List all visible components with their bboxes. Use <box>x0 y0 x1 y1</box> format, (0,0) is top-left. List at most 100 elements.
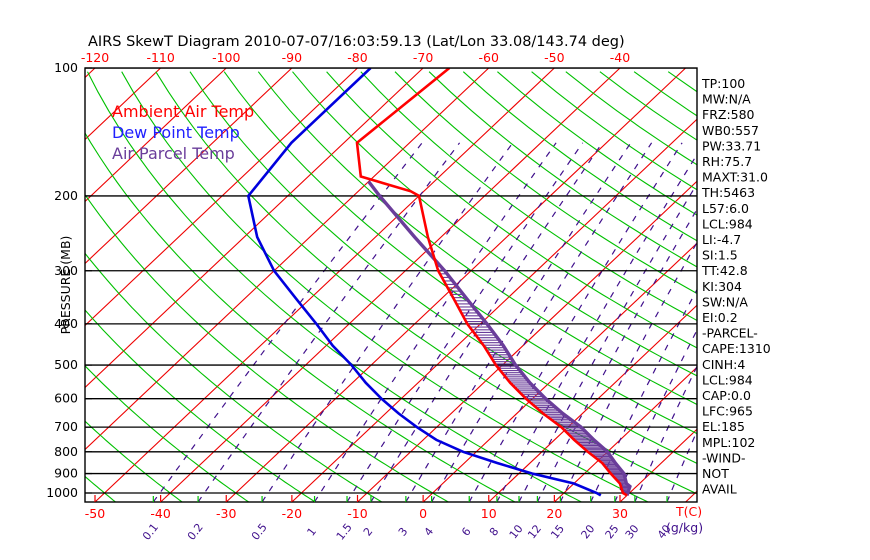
bottom-temp-tick--20: -20 <box>282 506 302 521</box>
dry-adiabat <box>85 309 316 502</box>
bottom-temp-tick--10: -10 <box>347 506 367 521</box>
pressure-tick-700: 700 <box>54 419 78 434</box>
pressure-tick-400: 400 <box>54 316 78 331</box>
stat-item: LCL:984 <box>702 216 753 231</box>
isotherm <box>85 68 358 327</box>
stat-item: EI:0.2 <box>702 310 738 325</box>
stat-item: KI:304 <box>702 279 742 294</box>
stat-item: LI:-4.7 <box>702 232 741 247</box>
stat-item: -PARCEL- <box>702 326 758 341</box>
isotherm <box>422 242 697 502</box>
stat-item: WB0:557 <box>702 123 759 138</box>
dry-adiabat <box>292 71 697 377</box>
top-temp-tick--80: -80 <box>347 50 367 65</box>
top-temp-tick--60: -60 <box>479 50 499 65</box>
dry-adiabat <box>85 132 516 502</box>
legend: Ambient Air Temp Dew Point Temp Air Parc… <box>112 102 254 163</box>
isotherm <box>160 68 621 502</box>
dry-adiabat <box>155 71 697 495</box>
pressure-tick-100: 100 <box>54 60 78 75</box>
dry-adiabat <box>326 71 697 349</box>
bottom-temp-tick--50: -50 <box>85 506 105 521</box>
grid-lines <box>85 68 697 502</box>
dry-adiabat <box>394 71 697 295</box>
pressure-tick-1000: 1000 <box>46 485 78 500</box>
pressure-tick-500: 500 <box>54 357 78 372</box>
dry-adiabat <box>428 71 697 268</box>
isotherm <box>85 68 227 203</box>
isotherm <box>85 68 293 265</box>
legend-air-parcel-temp: Air Parcel Temp <box>112 144 235 163</box>
dry-adiabat <box>85 420 183 502</box>
stat-item: MW:N/A <box>702 92 751 107</box>
stat-item: NOT <box>702 466 729 481</box>
page-title: AIRS SkewT Diagram 2010-07-07/16:03:59.1… <box>88 34 625 50</box>
stat-item: MPL:102 <box>702 435 755 450</box>
dry-adiabat <box>360 71 697 322</box>
dry-adiabat <box>257 71 697 406</box>
stat-item: SW:N/A <box>702 294 748 309</box>
pressure-axis: 100 200 300 400 500 600 700 800 900 1000 <box>46 60 92 500</box>
stat-item: PW:33.71 <box>702 138 761 153</box>
bottom-temp-tick-20: 20 <box>546 506 562 521</box>
top-temp-tick--100: -100 <box>212 50 240 65</box>
dry-adiabat <box>85 252 383 502</box>
stat-item: FRZ:580 <box>702 107 755 122</box>
stat-item: -WIND- <box>702 450 746 465</box>
top-temp-tick--110: -110 <box>146 50 174 65</box>
y-axis-label: PRESSURE (MB) <box>58 236 73 335</box>
pressure-tick-300: 300 <box>54 263 78 278</box>
stat-item: MAXT:31.0 <box>702 170 768 185</box>
legend-dew-point-temp: Dew Point Temp <box>112 123 240 142</box>
bottom-temp-tick-10: 10 <box>481 506 497 521</box>
top-temp-tick--90: -90 <box>282 50 302 65</box>
curve-dew-point-temp <box>246 68 602 497</box>
pressure-tick-600: 600 <box>54 391 78 406</box>
dry-adiabat <box>85 193 449 502</box>
top-temp-tick--70: -70 <box>413 50 433 65</box>
stat-item: TH:5463 <box>701 185 755 200</box>
sounding-curves <box>246 68 632 497</box>
stat-item: TP:100 <box>701 76 745 91</box>
bottom-temp-tick--40: -40 <box>150 506 170 521</box>
curve-ambient-air-temp <box>355 68 628 497</box>
bottom-temperature-axis: -50 -40 -30 -20 -10 0 10 20 30 <box>85 495 628 521</box>
stat-item: LFC:965 <box>702 404 753 419</box>
legend-ambient-air-temp: Ambient Air Temp <box>112 102 254 121</box>
top-temperature-axis: -120 -110 -100 -90 -80 -70 -60 -50 -40 <box>81 50 630 65</box>
pressure-tick-800: 800 <box>54 444 78 459</box>
dry-adiabat <box>223 71 697 435</box>
dry-adiabat <box>121 71 649 502</box>
pressure-tick-200: 200 <box>54 188 78 203</box>
bottom-temp-tick-0: 0 <box>419 506 427 521</box>
x-axis-label-mix: (g/kg) <box>666 520 703 535</box>
stat-item: LCL:984 <box>702 372 753 387</box>
statistics-panel: TP:100MW:N/AFRZ:580WB0:557PW:33.71RH:75.… <box>701 76 771 497</box>
bottom-temp-tick-30: 30 <box>612 506 628 521</box>
curve-air-parcel-temp <box>367 180 632 496</box>
x-axis-label-temp: T(C) <box>675 504 702 519</box>
dry-adiabat <box>189 71 697 464</box>
isotherm <box>291 118 697 502</box>
stat-item: AVAIL <box>702 482 737 497</box>
top-temp-tick--50: -50 <box>544 50 564 65</box>
isotherm <box>553 366 697 502</box>
stat-item: CINH:4 <box>702 357 745 372</box>
isotherm <box>94 68 555 502</box>
dry-adiabat <box>85 365 250 502</box>
stat-item: CAPE:1310 <box>702 341 771 356</box>
top-temp-tick--40: -40 <box>610 50 630 65</box>
plot-frame <box>84 67 698 503</box>
isotherm <box>85 68 490 451</box>
isotherm <box>85 68 424 389</box>
stat-item: CAP:0.0 <box>702 388 751 403</box>
pressure-tick-900: 900 <box>54 466 78 481</box>
stat-item: SI:1.5 <box>702 248 738 263</box>
stat-item: L57:6.0 <box>702 201 749 216</box>
stat-item: TT:42.8 <box>701 263 748 278</box>
top-temp-tick--120: -120 <box>81 50 109 65</box>
stat-item: EL:185 <box>702 419 745 434</box>
